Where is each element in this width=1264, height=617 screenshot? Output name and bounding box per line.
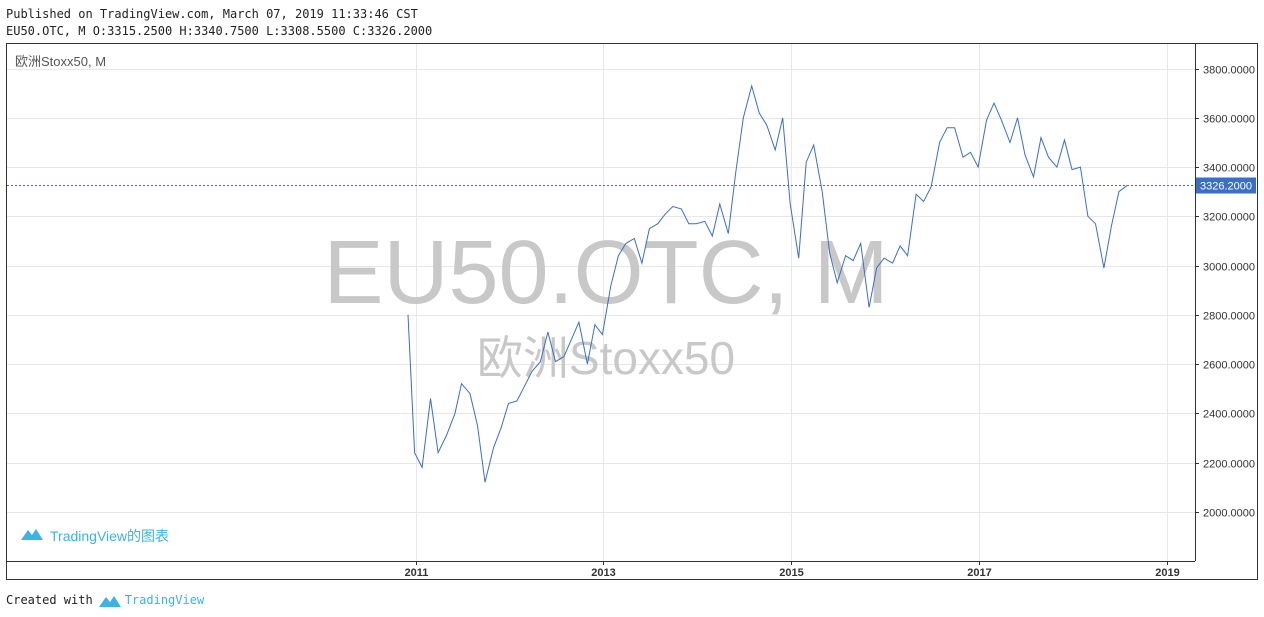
ohlc-legend: EU50.OTC, M O:3315.2500 H:3340.7500 L:33… (6, 24, 433, 38)
created-with-label: Created with (6, 593, 93, 607)
tradingview-logo-icon (21, 529, 43, 540)
price-axis[interactable]: 2000.0000 2200.0000 2400.0000 2600.0000 2800… (1195, 65, 1255, 520)
last-price-label: 3326.2000 (1200, 181, 1252, 193)
y-tick-label: 3400.0000 (1203, 163, 1255, 175)
y-tick-label: 3200.0000 (1203, 212, 1255, 224)
y-tick-label: 3600.0000 (1203, 114, 1255, 126)
x-tick-label: 2013 (591, 567, 615, 579)
y-tick-label: 2800.0000 (1203, 311, 1255, 323)
y-tick-label: 2400.0000 (1203, 409, 1255, 421)
y-tick-label: 2600.0000 (1203, 360, 1255, 372)
y-tick-label: 2200.0000 (1203, 459, 1255, 471)
x-tick-label: 2011 (405, 567, 429, 579)
symbol-label: 欧洲Stoxx50, M (15, 54, 106, 69)
branding-text: TradingView的图表 (50, 528, 169, 544)
x-tick-label: 2017 (967, 567, 991, 579)
last-price-badge-bg (1196, 177, 1256, 194)
time-axis[interactable]: 2011 2013 2015 2017 2019 (405, 561, 1180, 579)
last-price-badge: 3326.2000 (1196, 177, 1256, 194)
price-line (407, 83, 1128, 483)
watermark-name: 欧洲Stoxx50 (477, 332, 735, 384)
chart-container[interactable]: EU50.OTC, M 欧洲Stoxx50 2000.0000 2200.0000… (6, 43, 1258, 580)
watermark: EU50.OTC, M 欧洲Stoxx50 (323, 223, 888, 384)
y-tick-label: 3800.0000 (1203, 65, 1255, 77)
y-tick-label: 2000.0000 (1203, 508, 1255, 520)
footer-created: Created with TradingView (6, 593, 204, 607)
tradingview-link[interactable]: TradingView (124, 593, 205, 607)
tradingview-logo-icon (98, 595, 121, 607)
y-tick-label: 3000.0000 (1203, 262, 1255, 274)
grid (7, 44, 1195, 561)
watermark-symbol: EU50.OTC, M (323, 223, 888, 323)
price-chart[interactable]: EU50.OTC, M 欧洲Stoxx50 2000.0000 2200.0000… (6, 43, 1258, 580)
chart-border (6, 43, 1258, 580)
tradingview-branding[interactable]: TradingView的图表 (21, 528, 169, 544)
published-info: Published on TradingView.com, March 07, … (6, 7, 418, 21)
x-tick-label: 2015 (779, 567, 803, 579)
x-tick-label: 2019 (1155, 567, 1179, 579)
